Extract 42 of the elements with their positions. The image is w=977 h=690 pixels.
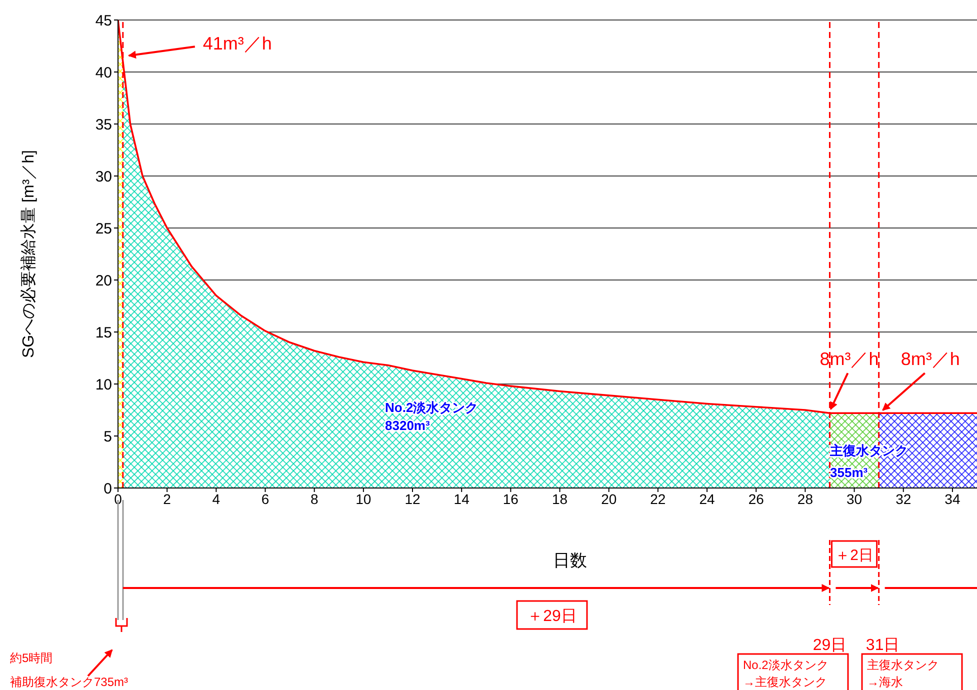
text: 約5時間	[10, 651, 53, 665]
text: ＋2日	[835, 547, 874, 564]
text: No.2淡水タンク	[743, 658, 828, 672]
annotation: 8m³／h	[900, 349, 960, 370]
x-tick-label: 32	[896, 490, 912, 507]
y-tick-label: 25	[95, 220, 112, 238]
text: 29日	[812, 637, 847, 654]
x-tick-label: 6	[261, 490, 270, 507]
text: 主復水タンク	[867, 658, 939, 672]
y-axis-title: SGへの必要補給水量 [m³／h]	[20, 150, 38, 358]
x-tick-label: 18	[552, 490, 568, 507]
x-tick-label: 10	[356, 490, 372, 507]
text: 補助復水タンク735m³	[10, 675, 128, 689]
y-tick-label: 40	[95, 64, 112, 82]
y-tick-label: 45	[95, 12, 112, 30]
text: 31日	[866, 637, 900, 654]
text: ＋29日	[527, 608, 577, 625]
annotation: 41m³／h	[202, 34, 272, 54]
x-tick-label: 28	[797, 490, 814, 507]
y-tick-label: 10	[95, 376, 112, 394]
y-tick-label: 20	[95, 272, 112, 290]
x-tick-label: 34	[944, 490, 960, 507]
x-tick-label: 12	[404, 490, 421, 507]
annotation: 8m³／h	[820, 349, 879, 370]
y-tick-label: 30	[95, 168, 112, 186]
x-tick-label: 2	[163, 490, 172, 507]
x-tick-label: 26	[748, 490, 764, 507]
x-tick-label: 24	[699, 490, 716, 507]
x-tick-label: 0	[114, 490, 122, 507]
x-tick-label: 4	[212, 490, 220, 507]
text: →主復水タンク	[743, 675, 827, 689]
x-tick-label: 30	[846, 490, 862, 507]
x-tick-label: 20	[601, 490, 617, 507]
x-tick-label: 22	[650, 490, 666, 507]
x-axis-title: 日数	[553, 551, 587, 570]
y-tick-label: 5	[104, 428, 112, 446]
y-tick-label: 35	[95, 116, 112, 134]
text: →海水	[867, 675, 903, 689]
x-tick-label: 8	[310, 490, 318, 507]
x-tick-label: 14	[454, 490, 470, 507]
x-tick-label: 16	[502, 490, 519, 507]
y-tick-label: 15	[95, 324, 112, 342]
